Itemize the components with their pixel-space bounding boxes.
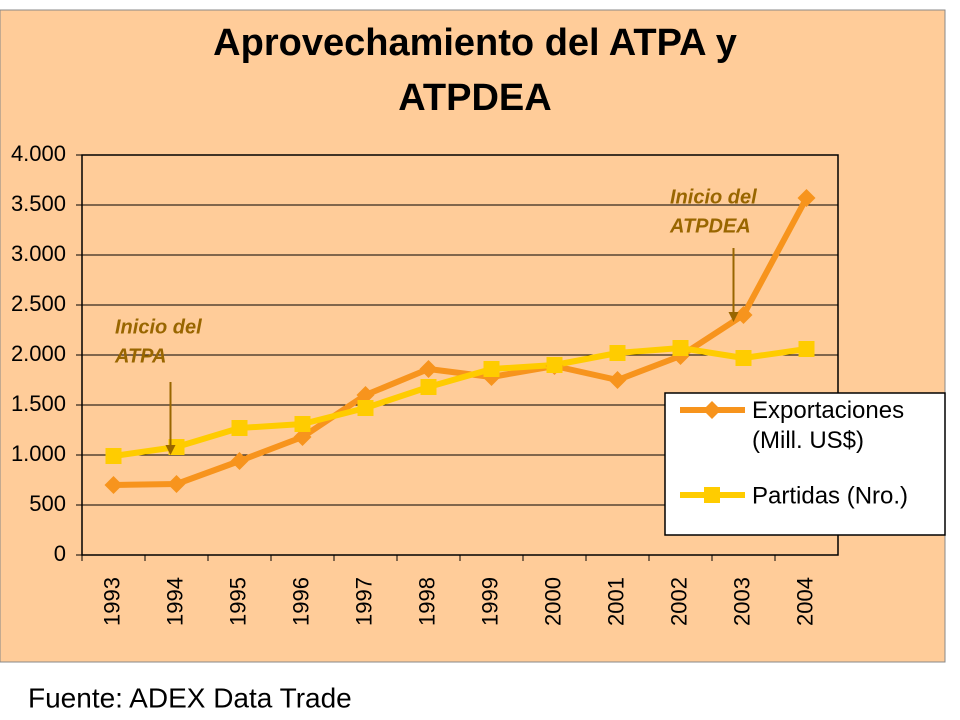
- annotation: Inicio del: [115, 316, 202, 338]
- marker: [293, 428, 312, 446]
- x-tick-label: 1993: [99, 577, 124, 626]
- y-tick-label: 0: [54, 541, 66, 566]
- marker: [294, 416, 311, 432]
- x-tick-label: 1995: [225, 577, 250, 626]
- marker: [672, 340, 689, 356]
- title-line: Aprovechamiento del ATPA y: [213, 22, 737, 64]
- y-tick-label: 3.000: [11, 241, 66, 266]
- x-tick-label: 2003: [729, 577, 754, 626]
- marker: [608, 371, 627, 389]
- y-tick-label: 4.000: [11, 141, 66, 166]
- series-line: [113, 345, 807, 459]
- x-tick-label: 1999: [477, 577, 502, 626]
- marker: [230, 452, 249, 470]
- x-tick-label: 2002: [666, 577, 691, 626]
- marker: [420, 379, 437, 395]
- marker: [797, 189, 816, 207]
- legend-label: Partidas (Nro.): [752, 482, 908, 509]
- marker: [357, 400, 374, 416]
- marker: [167, 475, 186, 493]
- y-tick-label: 2.000: [11, 341, 66, 366]
- legend-line-text: (Mill. US$): [752, 427, 864, 454]
- x-tick-label: 1994: [162, 577, 187, 626]
- marker: [231, 420, 248, 436]
- title-line: ATPDEA: [398, 77, 551, 119]
- annotation-arrowhead: [165, 445, 176, 455]
- marker: [419, 360, 438, 378]
- annotation: ATPA: [114, 345, 166, 367]
- chart-background: [0, 9, 946, 663]
- marker: [483, 361, 500, 377]
- marker: [105, 448, 122, 464]
- chart-title: Aprovechamiento del ATPA y ATPDEA: [213, 22, 737, 119]
- marker: [104, 476, 123, 494]
- x-tick-label: 1996: [288, 577, 313, 626]
- source: Fuente: ADEX Data Trade: [28, 682, 352, 713]
- marker: [798, 341, 815, 357]
- legend-marker: [703, 401, 721, 419]
- annotation: Inicio del: [670, 186, 757, 208]
- legend-marker: [704, 487, 720, 503]
- marker: [609, 345, 626, 361]
- y-tick-label: 3.500: [11, 191, 66, 216]
- marker: [546, 357, 563, 373]
- x-tick-label: 2004: [792, 577, 817, 626]
- x-tick-label: 1998: [414, 577, 439, 626]
- y-tick-label: 500: [29, 491, 66, 516]
- marker: [734, 306, 753, 324]
- marker: [735, 350, 752, 366]
- y-tick-label: 2.500: [11, 291, 66, 316]
- annotation-arrowhead: [728, 312, 739, 322]
- legend-line-text: Exportaciones: [752, 397, 904, 424]
- x-tick-label: 1997: [351, 577, 376, 626]
- x-tick-label: 2001: [603, 577, 628, 626]
- x-tick-label: 2000: [540, 577, 565, 626]
- marker: [356, 386, 375, 404]
- y-tick-label: 1.500: [11, 391, 66, 416]
- legend-label: Exportaciones (Mill. US$): [752, 397, 904, 454]
- y-tick-label: 1.000: [11, 441, 66, 466]
- annotation: ATPDEA: [669, 215, 751, 237]
